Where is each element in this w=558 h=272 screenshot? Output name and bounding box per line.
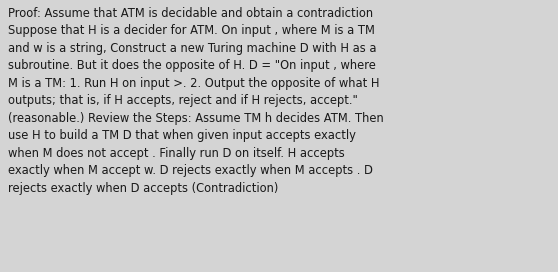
Text: Proof: Assume that ATM is decidable and obtain a contradiction
Suppose that H is: Proof: Assume that ATM is decidable and … xyxy=(8,7,384,195)
